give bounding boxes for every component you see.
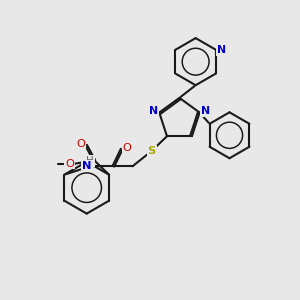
Text: H: H [86,156,94,166]
Text: N: N [218,45,226,55]
Text: O: O [65,158,74,169]
Text: O: O [122,143,131,153]
Text: O: O [76,139,85,148]
Text: N: N [149,106,158,116]
Text: N: N [201,106,210,116]
Text: S: S [148,146,156,156]
Text: N: N [82,161,92,171]
